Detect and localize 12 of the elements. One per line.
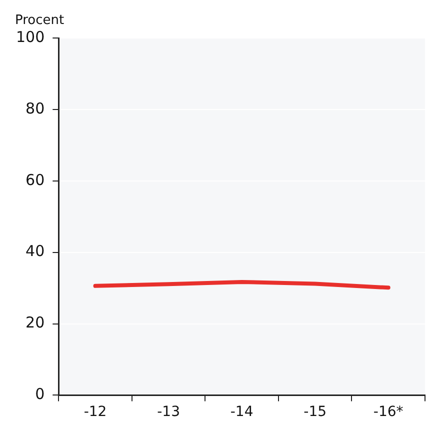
y-tick-label: 0 xyxy=(35,385,45,404)
y-tick-label: 100 xyxy=(16,28,45,46)
y-tick-label: 20 xyxy=(26,314,45,332)
x-tick-label: -16* xyxy=(373,404,404,420)
x-tick-label: -14 xyxy=(230,404,254,420)
x-tick-label: -12 xyxy=(84,404,107,420)
x-tick-label: -13 xyxy=(157,404,180,420)
y-axis-title: Procent xyxy=(15,12,64,28)
x-tick-label: -15 xyxy=(304,404,327,420)
y-tick-label: 40 xyxy=(26,242,45,260)
y-tick-label: 60 xyxy=(26,170,45,189)
y-tick-label: 80 xyxy=(26,99,45,118)
